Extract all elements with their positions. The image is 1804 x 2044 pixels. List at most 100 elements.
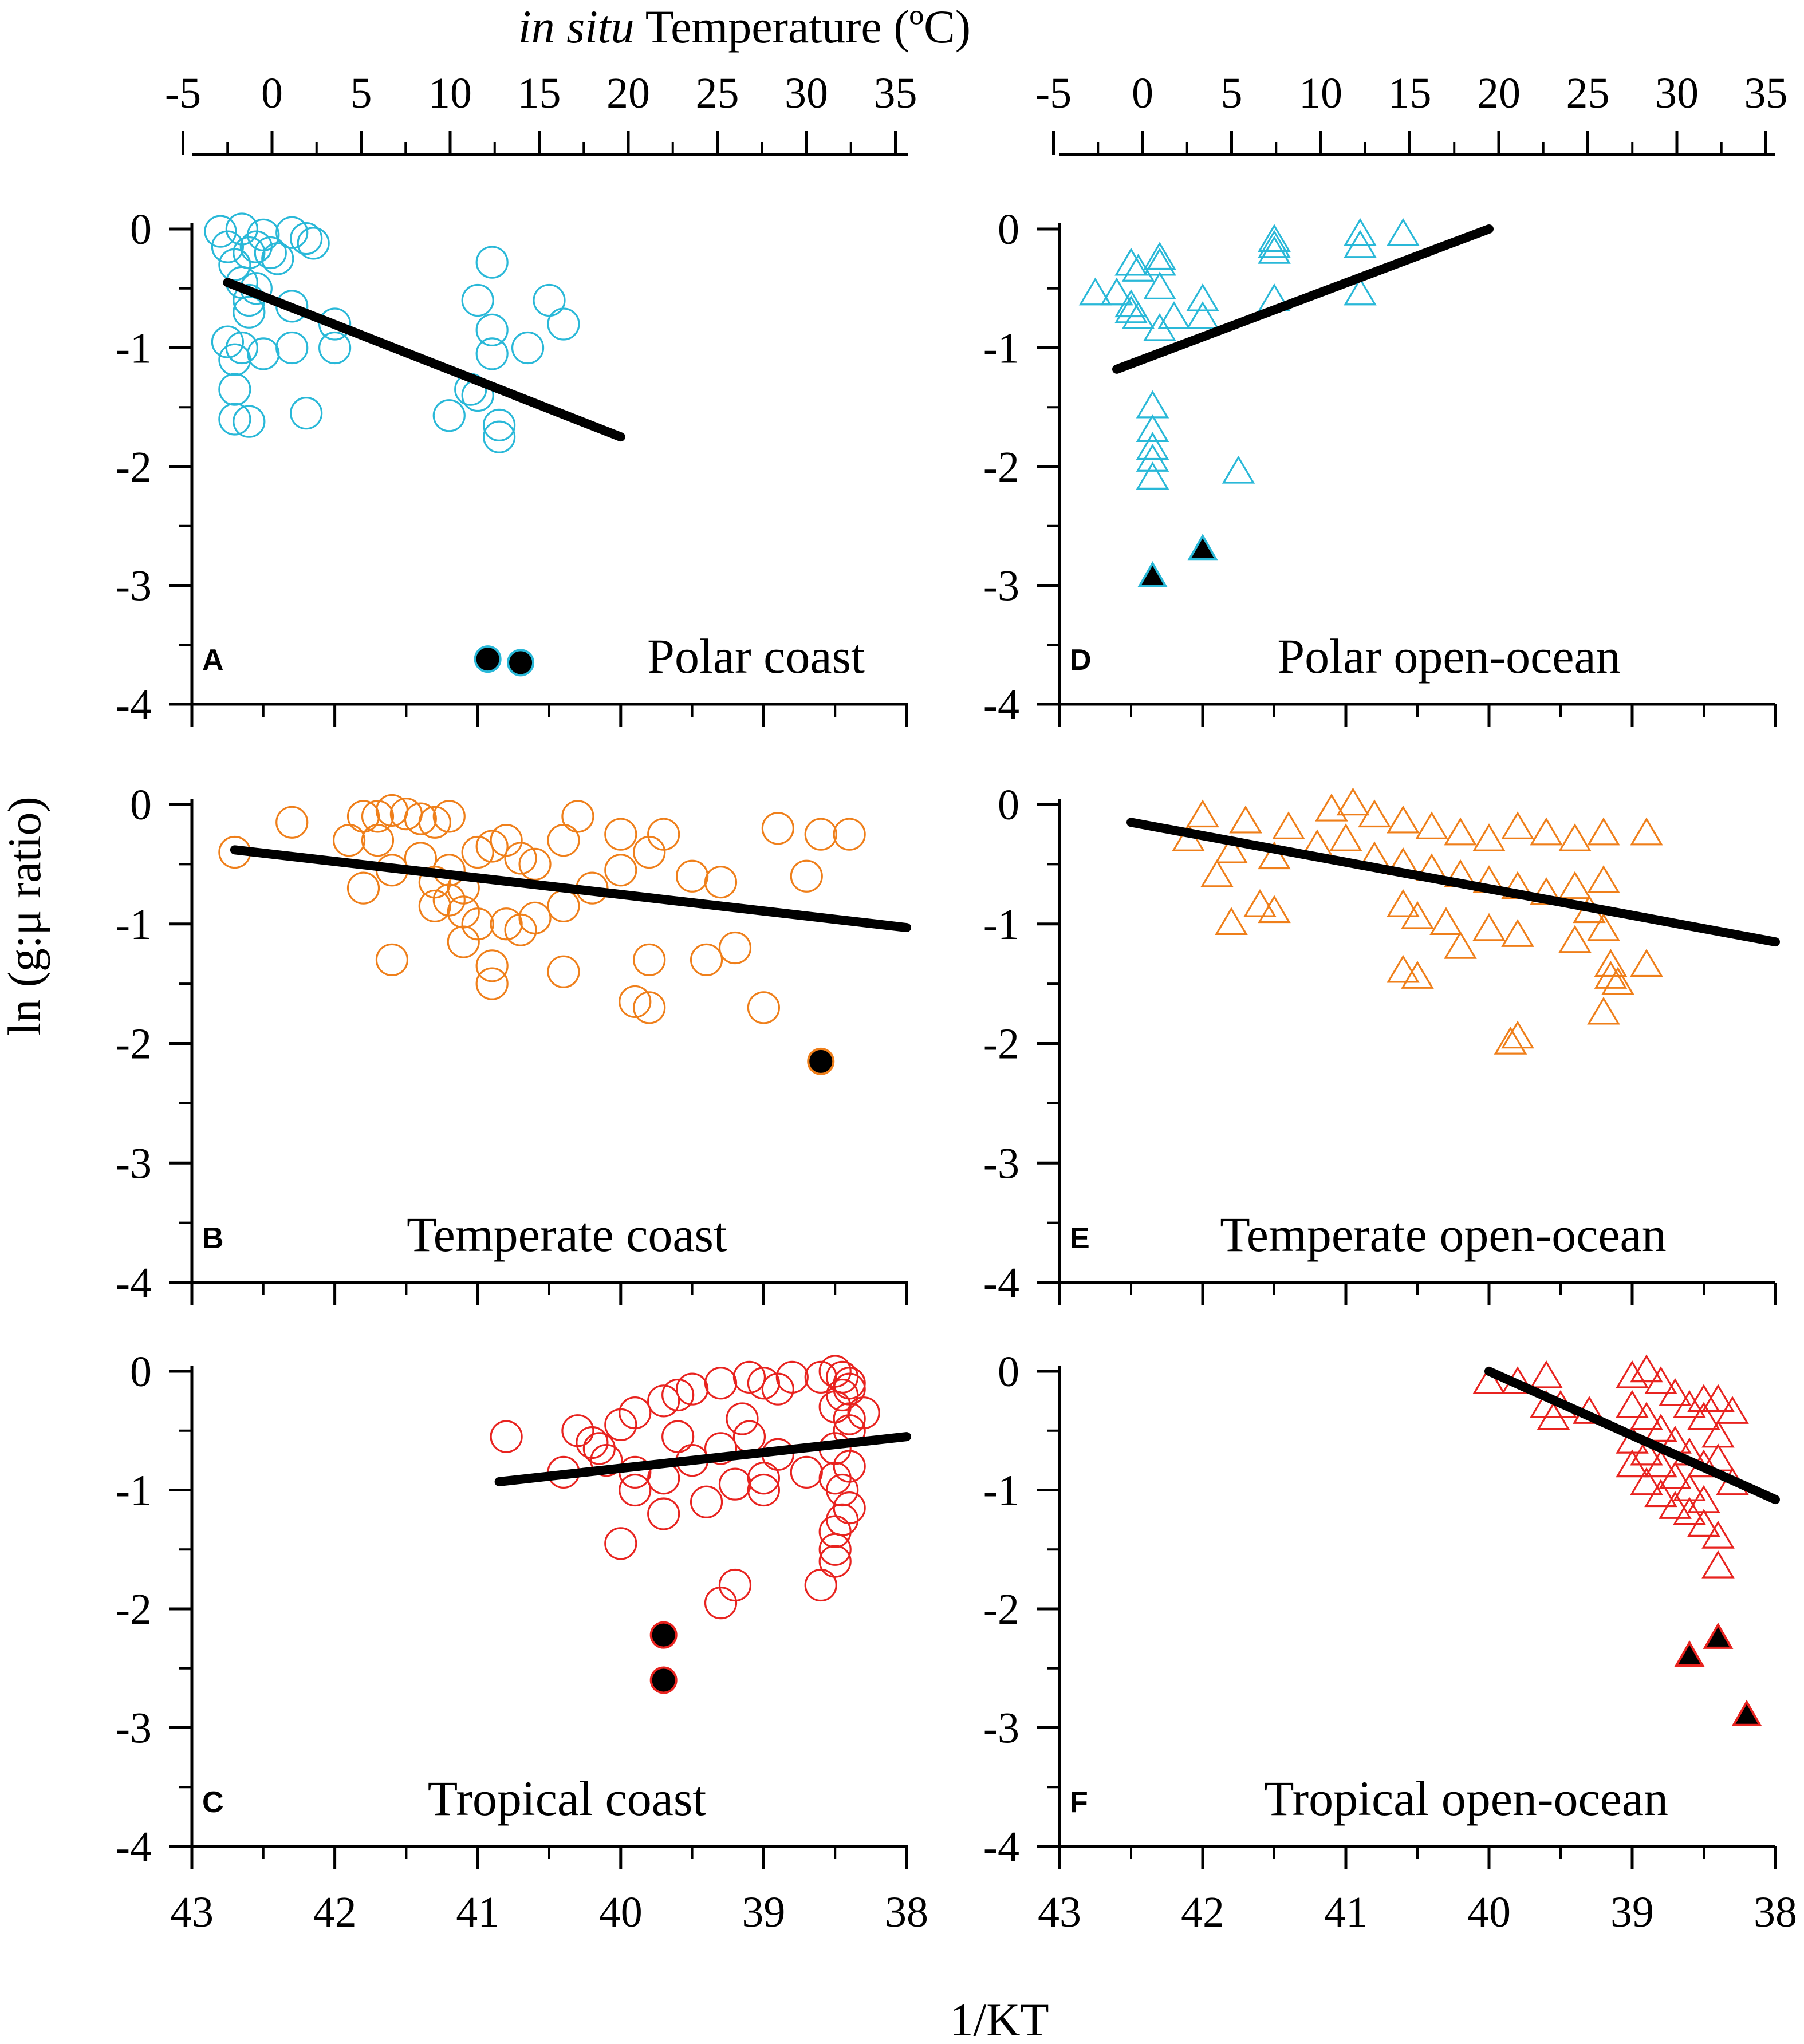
panel-title: Tropical open-ocean bbox=[1264, 1771, 1668, 1826]
data-point bbox=[747, 1367, 781, 1400]
y-axis-tick-label: -1 bbox=[983, 325, 1019, 373]
data-point bbox=[704, 1367, 738, 1400]
y-axis-tick-label: -3 bbox=[983, 1139, 1019, 1187]
top-axis-tick-label: 25 bbox=[696, 69, 739, 117]
data-point bbox=[619, 1396, 652, 1430]
data-point bbox=[233, 295, 266, 329]
data-point bbox=[233, 405, 266, 438]
data-point bbox=[483, 420, 516, 453]
data-point bbox=[261, 242, 294, 275]
y-axis-tick-label: 0 bbox=[130, 1348, 152, 1396]
panel-letter: D bbox=[1070, 644, 1092, 677]
regression-line bbox=[223, 278, 625, 442]
data-point bbox=[511, 331, 545, 365]
panel-title: Polar coast bbox=[647, 629, 865, 684]
data-point bbox=[1387, 889, 1420, 917]
data-point bbox=[1673, 1390, 1706, 1418]
bottom-axis-left: 43 42 41 40 39 38 bbox=[170, 1846, 928, 1936]
data-point bbox=[1558, 925, 1592, 953]
panel-D: 0 -1 -2 -3 -4 D Polar open-ocean bbox=[983, 206, 1777, 729]
data-point bbox=[1415, 811, 1448, 839]
data-point bbox=[1472, 823, 1506, 851]
data-point bbox=[1243, 889, 1277, 917]
data-point bbox=[1594, 961, 1628, 989]
data-point bbox=[826, 1503, 859, 1536]
data-point bbox=[1272, 811, 1305, 839]
panel-title: Temperate open-ocean bbox=[1220, 1207, 1666, 1262]
data-point bbox=[1143, 242, 1176, 270]
data-point bbox=[1143, 313, 1176, 341]
y-axis-tick-label: -4 bbox=[983, 681, 1019, 729]
data-point bbox=[1229, 805, 1262, 834]
y-axis-tick-label: 0 bbox=[130, 206, 152, 254]
top-axis-tick-label: 35 bbox=[874, 69, 917, 117]
data-point bbox=[1186, 799, 1219, 828]
data-point bbox=[804, 818, 837, 851]
data-point bbox=[1344, 230, 1377, 258]
top-axis-tick-label: 0 bbox=[1132, 69, 1153, 117]
data-point bbox=[833, 1367, 866, 1400]
data-point bbox=[375, 943, 409, 976]
data-point bbox=[211, 230, 244, 263]
data-point bbox=[297, 227, 330, 260]
data-point bbox=[576, 1426, 609, 1459]
data-point bbox=[1387, 218, 1420, 246]
data-point bbox=[647, 1384, 680, 1418]
top-axis-tick-label: 5 bbox=[350, 69, 372, 117]
data-point bbox=[518, 847, 552, 881]
data-point bbox=[1587, 817, 1620, 846]
top-axis-title-rest: Temperature (ºC) bbox=[635, 1, 971, 53]
data-point bbox=[561, 1414, 594, 1447]
data-point bbox=[1644, 1414, 1677, 1442]
data-point bbox=[1472, 1366, 1506, 1394]
data-point bbox=[1200, 859, 1234, 887]
data-point bbox=[790, 1455, 823, 1489]
outlier-point bbox=[474, 645, 502, 673]
data-point bbox=[239, 230, 273, 263]
bottom-axis-tick-label: 41 bbox=[456, 1888, 499, 1936]
data-point bbox=[1444, 817, 1477, 846]
data-point bbox=[475, 830, 509, 863]
data-point bbox=[1444, 930, 1477, 959]
bottom-axis-tick-label: 42 bbox=[1181, 1888, 1224, 1936]
data-point bbox=[1329, 823, 1362, 851]
data-point bbox=[1587, 913, 1620, 941]
panel-title: Tropical coast bbox=[428, 1771, 707, 1826]
data-point bbox=[604, 1527, 637, 1560]
data-point bbox=[804, 1360, 837, 1394]
data-point bbox=[1701, 1550, 1735, 1579]
bottom-axis-tick-label: 43 bbox=[1038, 1888, 1081, 1936]
data-point bbox=[604, 1408, 637, 1441]
data-point bbox=[218, 373, 251, 406]
data-point bbox=[432, 883, 466, 917]
data-point bbox=[418, 806, 451, 839]
data-point bbox=[726, 1402, 759, 1435]
data-point bbox=[732, 1360, 766, 1394]
data-point bbox=[1401, 961, 1434, 989]
data-point bbox=[647, 1497, 680, 1530]
data-point bbox=[747, 991, 781, 1024]
data-point bbox=[1258, 235, 1291, 264]
data-point bbox=[1659, 1461, 1692, 1489]
data-point bbox=[1594, 949, 1628, 977]
data-point bbox=[1100, 277, 1133, 306]
top-axis-tick-label: 10 bbox=[428, 69, 472, 117]
data-point bbox=[225, 331, 258, 365]
data-point bbox=[818, 1533, 852, 1566]
y-axis-tick-label: -3 bbox=[116, 1139, 152, 1187]
data-point bbox=[1136, 444, 1169, 472]
regression-line bbox=[1484, 1367, 1780, 1505]
top-axis-tick-label: 5 bbox=[1221, 69, 1243, 117]
bottom-axis-tick-label: 42 bbox=[313, 1888, 357, 1936]
data-point bbox=[346, 800, 380, 833]
data-point bbox=[647, 818, 680, 851]
y-axis-tick-label: -1 bbox=[983, 1467, 1019, 1515]
data-point bbox=[1644, 1366, 1677, 1394]
data-point bbox=[318, 307, 352, 341]
regression-line bbox=[230, 845, 911, 933]
data-point bbox=[533, 283, 566, 317]
bottom-axis-tick-label: 41 bbox=[1324, 1888, 1368, 1936]
top-axis-tick-label: 15 bbox=[518, 69, 561, 117]
data-point bbox=[604, 818, 637, 851]
data-point bbox=[504, 842, 537, 875]
